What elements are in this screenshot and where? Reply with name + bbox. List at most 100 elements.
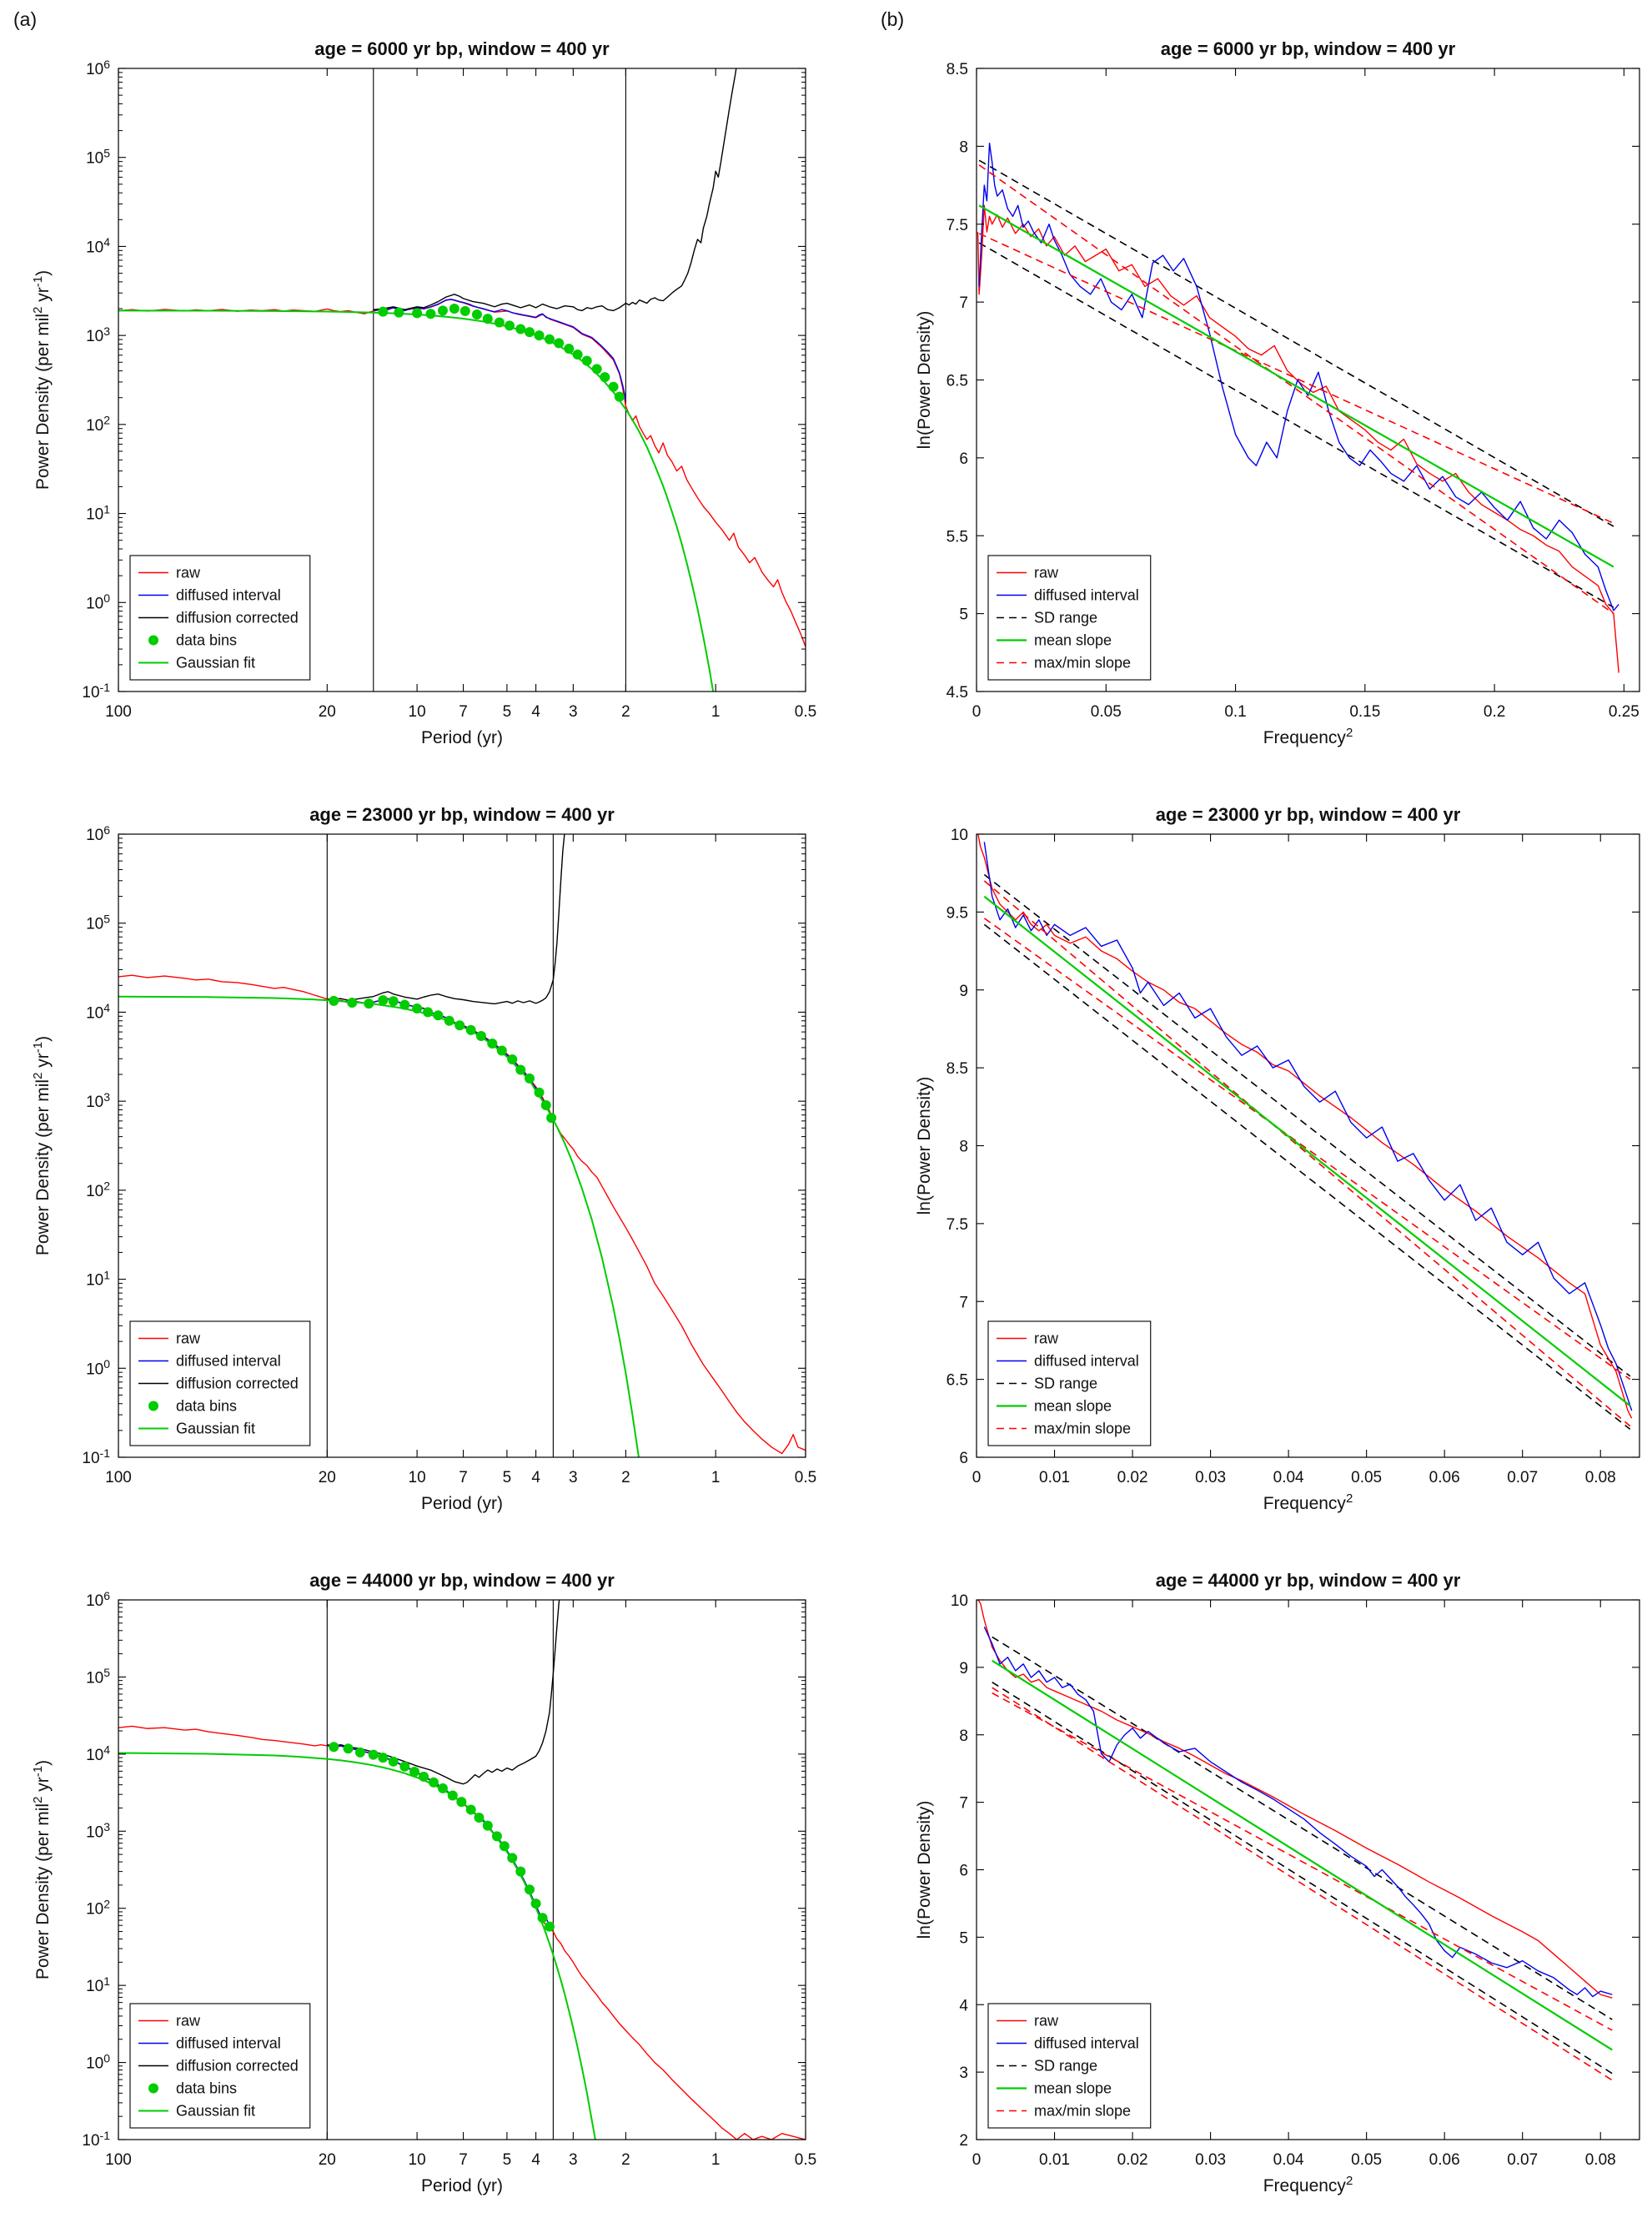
data-point bbox=[544, 334, 555, 345]
data-point bbox=[482, 1820, 493, 1831]
data-point bbox=[491, 1831, 502, 1842]
legend-label: data bins bbox=[176, 1398, 237, 1415]
data-point bbox=[525, 327, 535, 338]
data-point bbox=[507, 1054, 518, 1065]
series-diffused-interval-b1 bbox=[978, 142, 1619, 611]
data-point bbox=[419, 1771, 429, 1782]
data-point bbox=[428, 1777, 439, 1788]
legend-label: Gaussian fit bbox=[176, 655, 255, 671]
x-tick-label: 2 bbox=[621, 703, 630, 721]
x-axis-label: Frequency2 bbox=[1263, 1491, 1353, 1513]
data-point bbox=[368, 1749, 379, 1760]
data-point bbox=[465, 1024, 476, 1035]
data-point bbox=[487, 1038, 498, 1049]
legend-sample-dot bbox=[148, 1401, 158, 1411]
y-tick-label: 104 bbox=[86, 1001, 110, 1022]
series-raw-b3 bbox=[977, 1600, 1613, 1999]
series-diffused-interval-a3 bbox=[327, 1744, 554, 1929]
data-point bbox=[554, 338, 565, 349]
series-mean-slope-b1 bbox=[978, 204, 1614, 568]
x-tick-label: 0.05 bbox=[1091, 703, 1122, 721]
data-point bbox=[454, 1020, 465, 1031]
data-point bbox=[437, 305, 448, 316]
y-tick-label: 106 bbox=[86, 823, 110, 844]
legend-label: mean slope bbox=[1034, 1398, 1112, 1415]
data-point bbox=[364, 998, 374, 1009]
legend-label: data bins bbox=[176, 632, 237, 649]
data-point bbox=[329, 1742, 339, 1753]
legend-label: max/min slope bbox=[1034, 2103, 1131, 2120]
data-point bbox=[433, 1010, 444, 1021]
y-tick-label: 10 bbox=[951, 1592, 968, 1610]
series-group-b3 bbox=[977, 1600, 1613, 2081]
x-tick-label: 0.04 bbox=[1273, 1469, 1304, 1486]
legend-label: raw bbox=[1034, 565, 1059, 581]
series-sd-range-lower-b2 bbox=[983, 923, 1631, 1431]
x-tick-label: 4 bbox=[531, 703, 540, 721]
series-group-b1 bbox=[977, 142, 1619, 673]
y-tick-label: 101 bbox=[86, 1268, 110, 1289]
series-sd-range-upper-b1 bbox=[978, 159, 1614, 527]
data-point bbox=[378, 995, 389, 1006]
legend-label: data bins bbox=[176, 2080, 237, 2097]
legend-a3: raw diffused interval diffusion corrected d… bbox=[129, 2003, 311, 2129]
data-point bbox=[540, 1100, 551, 1111]
y-tick-label: 106 bbox=[86, 1589, 110, 1610]
x-tick-label: 3 bbox=[569, 1469, 578, 1486]
data-point bbox=[564, 344, 575, 355]
x-tick-label: 0.03 bbox=[1195, 1469, 1226, 1486]
legend-label: raw bbox=[176, 1330, 201, 1347]
legend-label: raw bbox=[176, 565, 201, 581]
data-point bbox=[505, 320, 515, 331]
series-diffused-interval-b2 bbox=[983, 842, 1633, 1411]
panel-title: age = 6000 yr bp, window = 400 yr bbox=[1161, 38, 1456, 59]
series-min-slope-b3 bbox=[992, 1692, 1613, 2031]
series-data-bins-a3 bbox=[329, 1742, 555, 1932]
legend-label: SD range bbox=[1034, 1376, 1097, 1392]
legend-label: raw bbox=[176, 2013, 201, 2029]
ticks-a3: 100 20 10 7 5 4 3 2 1 0.510-110010110210310410510… bbox=[82, 1589, 816, 2169]
data-point bbox=[534, 1087, 545, 1098]
y-tick-label: 10 bbox=[951, 827, 968, 844]
panel-a2: 100 20 10 7 5 4 3 2 1 0.5 10-1 100 101 102 103 104 105 10… bbox=[31, 804, 816, 1513]
x-tick-label: 20 bbox=[319, 1469, 336, 1486]
legend-label: SD range bbox=[1034, 610, 1097, 626]
panel-b3: 0 0.01 0.02 0.03 0.04 0.05 0.06 0.07 0.08 2 3 4 5 6 7 8… bbox=[915, 1570, 1640, 2195]
data-point bbox=[459, 305, 470, 316]
series-diffusion-corrected-a1 bbox=[373, 68, 737, 312]
legend-label: diffused interval bbox=[1034, 2035, 1139, 2052]
y-tick-label: 8 bbox=[959, 1728, 968, 1745]
x-tick-label: 0.25 bbox=[1609, 703, 1639, 721]
x-tick-label: 0.05 bbox=[1351, 2151, 1382, 2169]
y-tick-label: 105 bbox=[86, 912, 110, 933]
figure-label-b: (b) bbox=[881, 8, 905, 30]
axes-box bbox=[118, 68, 806, 692]
data-point bbox=[525, 1884, 535, 1895]
y-axis-label: ln(Power Density) bbox=[915, 311, 934, 450]
x-tick-label: 4 bbox=[531, 1469, 540, 1486]
data-point bbox=[608, 381, 619, 392]
legend-label: raw bbox=[1034, 2013, 1059, 2029]
y-tick-label: 10-1 bbox=[82, 681, 110, 702]
y-tick-label: 5 bbox=[959, 606, 968, 624]
x-tick-label: 0.07 bbox=[1507, 1469, 1538, 1486]
series-max-slope-b3 bbox=[992, 1687, 1613, 2081]
x-tick-label: 0.08 bbox=[1585, 2151, 1616, 2169]
legend-label: diffused interval bbox=[176, 587, 281, 604]
y-tick-label: 102 bbox=[86, 1179, 110, 1200]
y-axis-label: Power Density (per mil2 yr-1) bbox=[31, 270, 53, 490]
data-point bbox=[544, 1921, 555, 1932]
data-point bbox=[496, 1045, 507, 1056]
y-axis-label: Power Density (per mil2 yr-1) bbox=[31, 1036, 53, 1255]
y-tick-label: 8.5 bbox=[947, 61, 968, 78]
data-point bbox=[425, 309, 436, 319]
x-tick-label: 5 bbox=[503, 703, 512, 721]
legend-label: Gaussian fit bbox=[176, 2103, 255, 2120]
legend-label: Gaussian fit bbox=[176, 1421, 255, 1437]
data-point bbox=[465, 1804, 476, 1815]
legend-a2: raw diffused interval diffusion corrected d… bbox=[129, 1320, 311, 1446]
x-axis-label: Period (yr) bbox=[421, 2176, 503, 2195]
y-tick-label: 9.5 bbox=[947, 904, 968, 922]
data-point bbox=[546, 1113, 557, 1124]
